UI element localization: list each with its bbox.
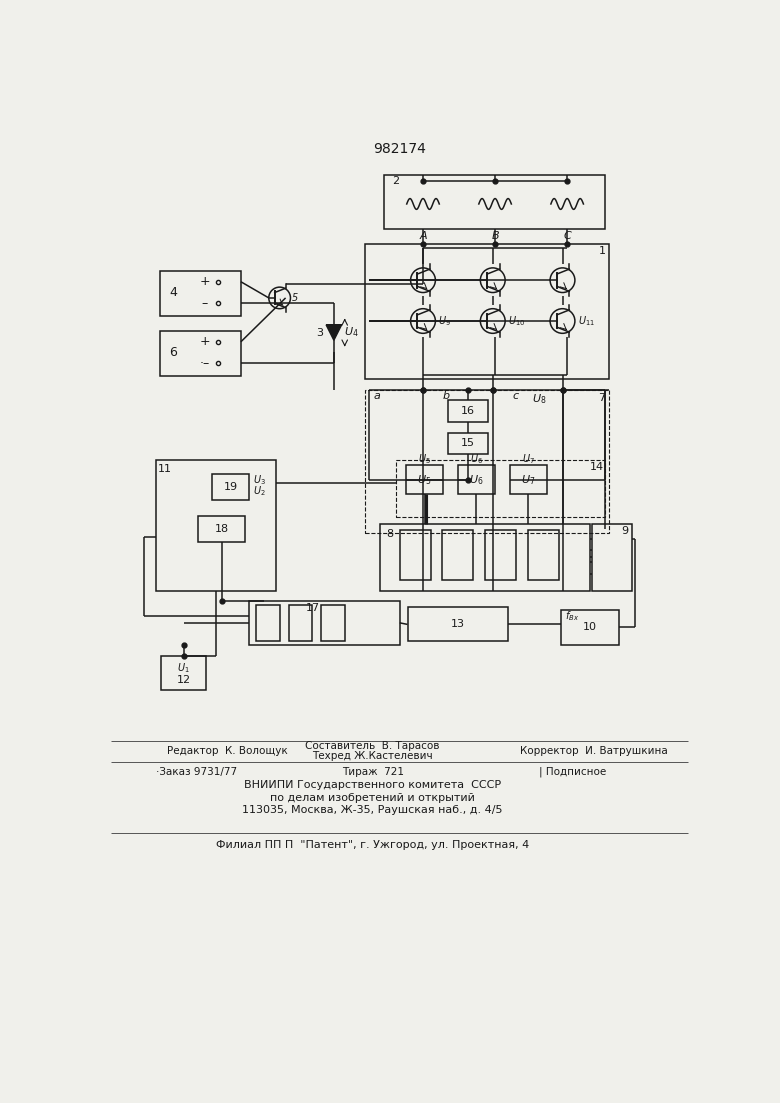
Text: $U_{11}$: $U_{11}$	[578, 314, 595, 328]
Bar	[396, 460, 605, 517]
Text: 1: 1	[598, 246, 605, 256]
Text: $U_1$: $U_1$	[177, 661, 190, 675]
Bar	[561, 610, 619, 645]
Text: B: B	[491, 232, 499, 242]
Bar	[442, 529, 473, 580]
Text: +: +	[199, 335, 210, 349]
Bar	[527, 529, 558, 580]
Text: Составитель  В. Тарасов: Составитель В. Тарасов	[306, 741, 440, 751]
Bar	[161, 656, 206, 689]
Bar	[365, 390, 609, 533]
Bar	[156, 460, 276, 590]
Text: a: a	[373, 392, 380, 401]
Text: C: C	[563, 232, 571, 242]
Text: $U_5$: $U_5$	[418, 452, 431, 465]
Text: Техред Ж.Кастелевич: Техред Ж.Кастелевич	[312, 751, 433, 761]
Text: 15: 15	[461, 438, 475, 449]
Bar	[510, 465, 547, 494]
Text: $f_{Bx}$: $f_{Bx}$	[565, 609, 579, 623]
Text: $U_6$: $U_6$	[470, 473, 484, 486]
Text: 113035, Москва, Ж-35, Раушская наб., д. 4/5: 113035, Москва, Ж-35, Раушская наб., д. …	[243, 805, 503, 815]
Text: c: c	[513, 392, 519, 401]
Text: A: A	[419, 232, 427, 242]
Text: $U_9$: $U_9$	[438, 314, 452, 328]
Bar	[365, 244, 609, 378]
Bar	[289, 606, 312, 641]
Bar	[448, 432, 488, 454]
Text: 19: 19	[224, 482, 238, 492]
Text: $U_7$: $U_7$	[521, 473, 536, 486]
Text: 2: 2	[392, 175, 399, 186]
Text: 9: 9	[621, 526, 628, 536]
Text: 13: 13	[451, 620, 465, 630]
Text: 18: 18	[215, 524, 229, 534]
Text: Тираж  721: Тираж 721	[342, 768, 403, 778]
Text: 17: 17	[306, 603, 320, 613]
Bar	[249, 600, 399, 645]
Bar	[159, 331, 241, 376]
Text: 4: 4	[169, 286, 177, 299]
Text: $U_2$: $U_2$	[254, 484, 266, 499]
Text: 5: 5	[292, 293, 298, 303]
Text: Редактор  К. Волощук: Редактор К. Волощук	[167, 746, 288, 756]
Bar	[257, 606, 279, 641]
Text: 16: 16	[461, 406, 475, 416]
Text: +: +	[199, 276, 210, 288]
Bar	[381, 524, 590, 591]
Text: $U_6$: $U_6$	[470, 452, 483, 465]
Bar	[448, 400, 488, 421]
Text: $U_4$: $U_4$	[343, 325, 358, 340]
Text: 14: 14	[590, 462, 604, 472]
Text: $U_5$: $U_5$	[417, 473, 432, 486]
Bar	[485, 529, 516, 580]
Bar	[592, 524, 633, 591]
Bar	[458, 465, 495, 494]
Bar	[198, 516, 245, 542]
Text: Корректор  И. Ватрушкина: Корректор И. Ватрушкина	[519, 746, 668, 756]
Text: $U_7$: $U_7$	[522, 452, 535, 465]
Text: 10: 10	[583, 622, 597, 632]
Text: по делам изобретений и открытий: по делам изобретений и открытий	[270, 793, 475, 803]
Text: 3: 3	[317, 328, 324, 338]
Text: ·Заказ 9731/77: ·Заказ 9731/77	[156, 768, 237, 778]
Bar	[406, 465, 443, 494]
Text: 982174: 982174	[374, 142, 426, 157]
Bar	[407, 608, 509, 641]
Text: $U_{10}$: $U_{10}$	[509, 314, 526, 328]
Text: ВНИИПИ Государственного комитета  СССР: ВНИИПИ Государственного комитета СССР	[244, 780, 502, 791]
Text: 6: 6	[169, 346, 177, 360]
Text: 12: 12	[176, 675, 190, 685]
Bar	[321, 606, 345, 641]
Bar	[212, 474, 250, 501]
Text: 7: 7	[597, 393, 604, 403]
Text: –: –	[201, 297, 207, 310]
Polygon shape	[326, 325, 342, 340]
Text: 11: 11	[158, 464, 172, 474]
Bar	[159, 271, 241, 315]
Text: ·–: ·–	[200, 357, 210, 370]
Bar	[385, 174, 605, 228]
Bar	[399, 529, 431, 580]
Text: $U_3$: $U_3$	[254, 473, 266, 488]
Text: Филиал ПП П  "Патент", г. Ужгород, ул. Проектная, 4: Филиал ПП П "Патент", г. Ужгород, ул. Пр…	[216, 839, 530, 849]
Text: | Подписное: | Подписное	[539, 767, 607, 778]
Text: 8: 8	[386, 529, 393, 539]
Text: b: b	[443, 392, 450, 401]
Text: $U_8$: $U_8$	[532, 393, 547, 406]
